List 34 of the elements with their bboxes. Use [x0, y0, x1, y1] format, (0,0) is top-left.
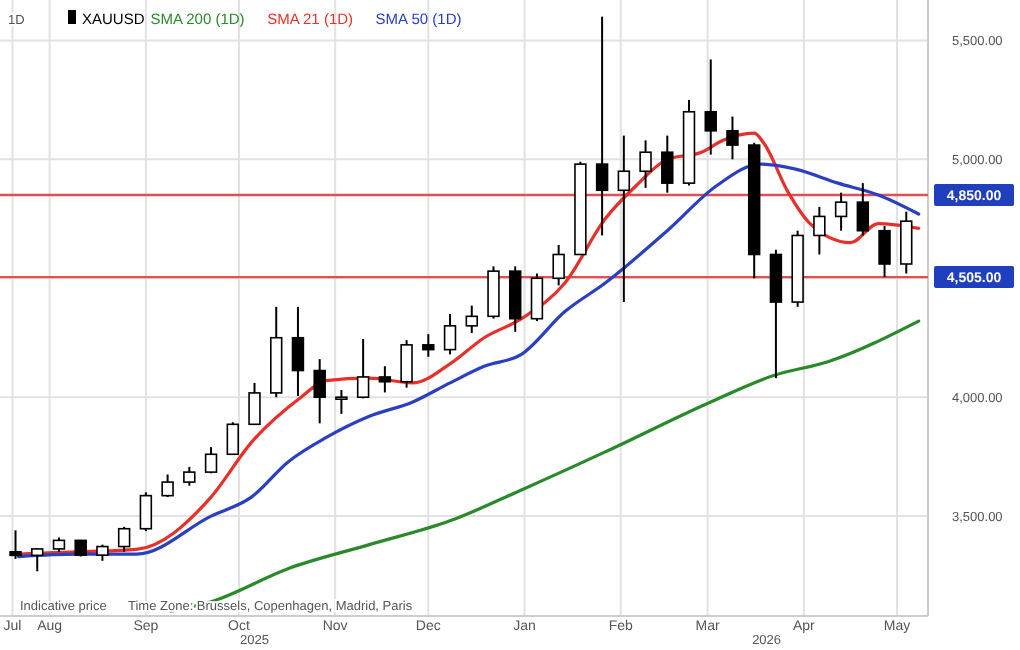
candlestick [335, 389, 348, 415]
candlestick [313, 358, 326, 425]
candlestick [487, 265, 500, 320]
candlestick [31, 547, 44, 573]
candlestick [204, 446, 218, 475]
candlestick [291, 305, 305, 397]
candlestick [900, 210, 913, 275]
candlestick [530, 272, 544, 323]
candlestick [508, 265, 522, 333]
candlestick [726, 115, 739, 161]
candlestick [878, 224, 891, 279]
candlestick [226, 421, 240, 456]
candlestick [834, 191, 848, 232]
candlestick [422, 333, 435, 358]
candlestick [183, 465, 196, 487]
candlestick [248, 381, 261, 426]
candlestick [769, 248, 783, 380]
candlestick [9, 529, 22, 560]
candlestick [856, 182, 870, 237]
candlestick [161, 473, 174, 499]
candlestick [552, 243, 565, 287]
candlestick [378, 365, 392, 394]
candlestick [639, 139, 652, 189]
candlestick [465, 304, 478, 334]
candlestick [443, 312, 457, 356]
candlestick [617, 134, 631, 304]
candlestick [704, 58, 717, 156]
candlestick [356, 337, 370, 400]
candlestick [117, 525, 131, 553]
candlestick [595, 15, 609, 237]
candlestick [139, 491, 153, 533]
candlestick [813, 205, 826, 256]
candlestick [400, 339, 413, 389]
candlestick [661, 134, 674, 194]
